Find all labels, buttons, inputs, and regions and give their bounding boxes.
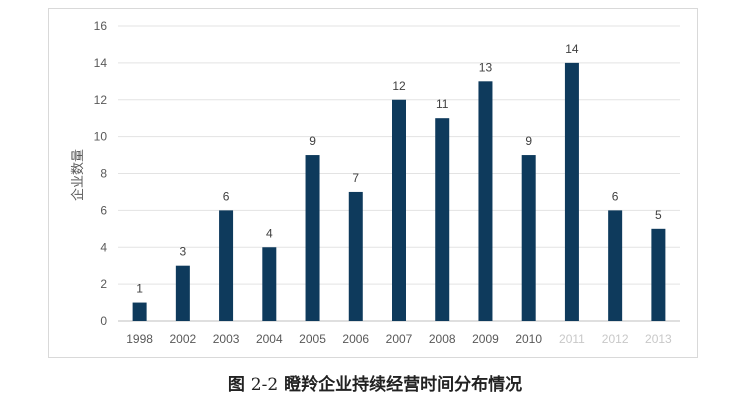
- x-tick-label: 1998: [126, 332, 153, 346]
- x-tick-label: 2013: [645, 332, 672, 346]
- y-tick-label: 2: [100, 277, 107, 291]
- bar: [651, 228, 666, 321]
- y-tick-label: 10: [94, 130, 108, 144]
- y-tick-label: 12: [94, 93, 108, 107]
- bar: [305, 155, 320, 321]
- x-tick-label: 2011: [559, 332, 585, 346]
- bar: [348, 191, 363, 321]
- bar: [132, 302, 147, 321]
- bar: [608, 210, 623, 321]
- y-tick-label: 4: [100, 240, 107, 254]
- data-label: 3: [180, 245, 187, 259]
- data-label: 6: [612, 189, 619, 203]
- y-tick-label: 14: [94, 56, 108, 70]
- caption-number: 2-2: [250, 375, 279, 395]
- caption-text: 瞪羚企业持续经营时间分布情况: [284, 375, 523, 395]
- x-tick-label: 2012: [602, 332, 629, 346]
- data-label: 11: [436, 97, 449, 111]
- data-label: 1: [136, 282, 143, 296]
- data-label: 7: [352, 171, 359, 185]
- x-tick-label: 2004: [256, 332, 283, 346]
- y-tick-label: 6: [100, 203, 107, 217]
- figure-caption: 图 2-2 瞪羚企业持续经营时间分布情况: [0, 370, 750, 395]
- x-tick-label: 2002: [169, 332, 196, 346]
- data-label: 14: [565, 42, 579, 56]
- y-tick-label: 16: [94, 19, 108, 33]
- bar: [219, 210, 234, 321]
- x-tick-label: 2005: [299, 332, 326, 346]
- data-label: 9: [525, 134, 532, 148]
- x-tick-label: 2008: [429, 332, 456, 346]
- chart-frame: [48, 8, 698, 358]
- data-label: 6: [223, 189, 230, 203]
- data-label: 12: [392, 79, 406, 93]
- bar: [478, 81, 493, 321]
- y-tick-label: 0: [100, 314, 107, 328]
- bar: [564, 62, 579, 321]
- x-tick-label: 2007: [386, 332, 413, 346]
- caption-figure: 图: [227, 375, 245, 395]
- bar: [175, 265, 190, 321]
- bar: [521, 155, 536, 321]
- data-label: 5: [655, 208, 662, 222]
- data-label: 9: [309, 134, 316, 148]
- x-tick-label: 2010: [515, 332, 542, 346]
- bar: [392, 99, 406, 321]
- data-label: 4: [266, 226, 273, 240]
- x-tick-label: 2003: [213, 332, 240, 346]
- bar: [435, 118, 450, 321]
- y-axis-label: 企业数量: [70, 149, 86, 201]
- y-tick-label: 8: [100, 167, 107, 181]
- x-tick-label: 2006: [342, 332, 369, 346]
- data-label: 13: [479, 60, 493, 74]
- bar: [262, 247, 277, 321]
- x-tick-label: 2009: [472, 332, 499, 346]
